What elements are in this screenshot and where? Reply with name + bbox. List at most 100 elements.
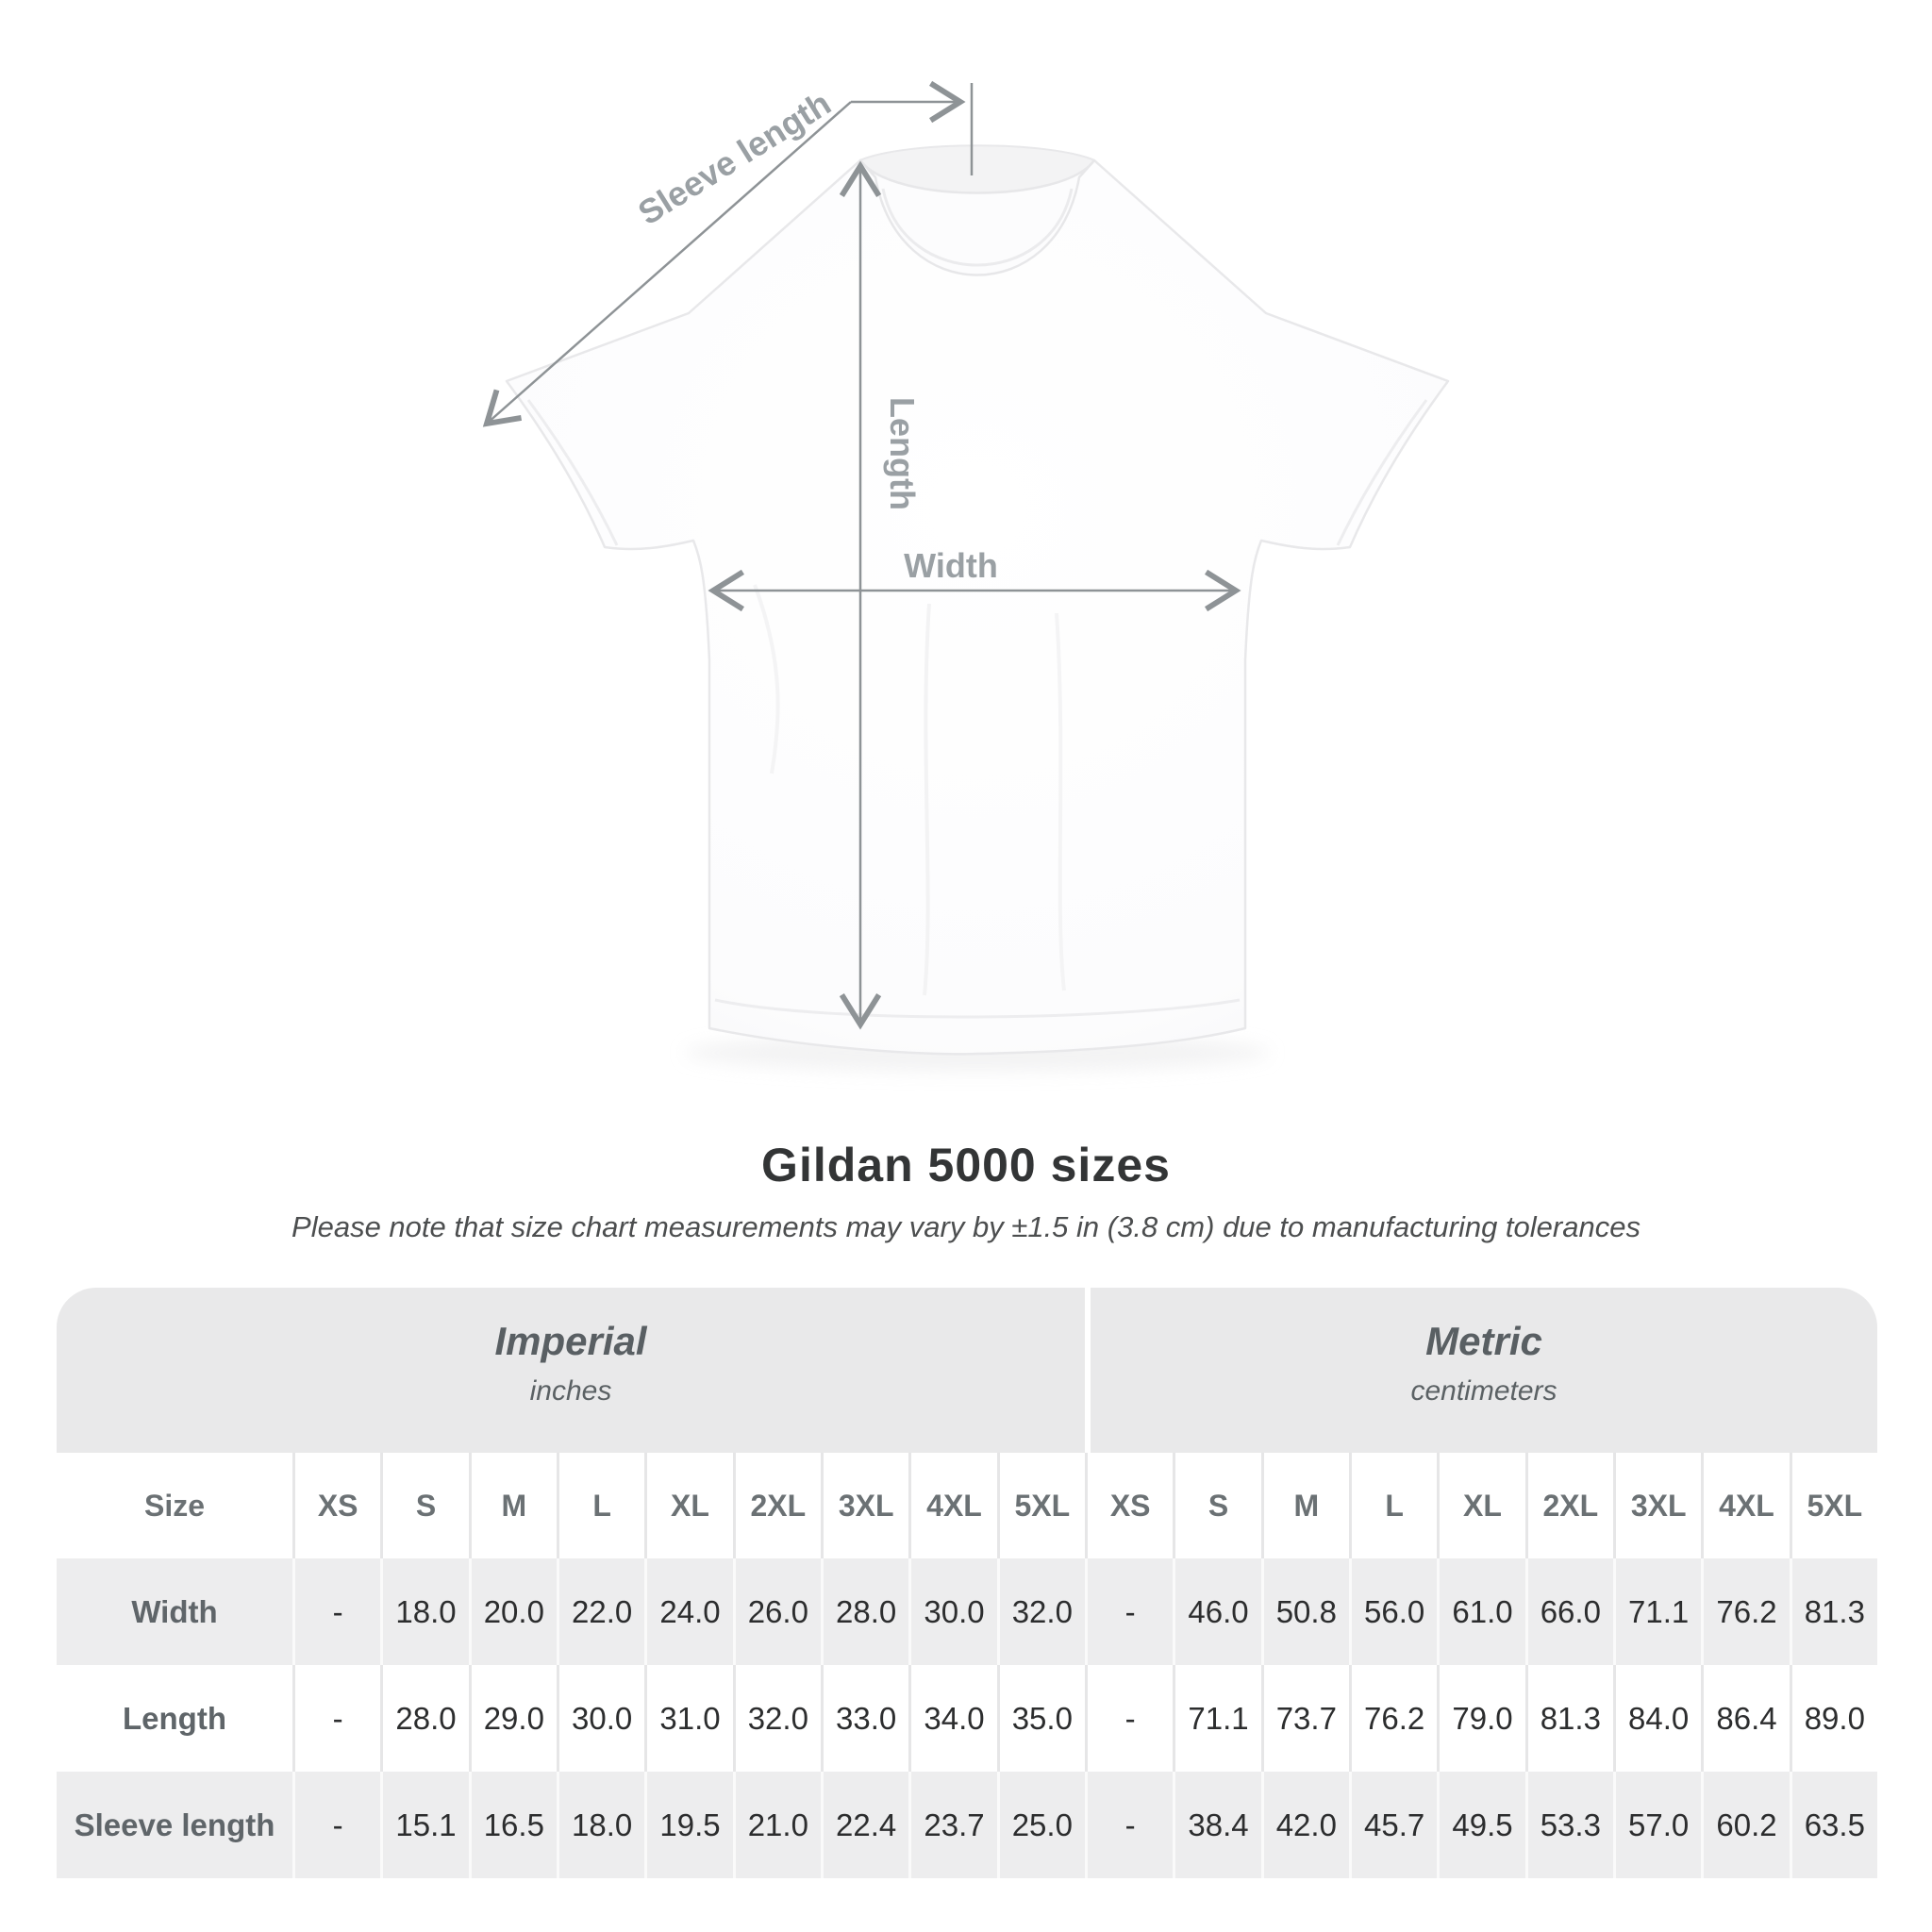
size-column-header: Size xyxy=(143,1488,206,1523)
imperial-title: Imperial xyxy=(494,1318,647,1363)
table-cell: 84.0 xyxy=(1613,1665,1701,1772)
table-cell: 50.8 xyxy=(1260,1558,1349,1665)
table-cell: 33.0 xyxy=(821,1665,908,1772)
table-cell: 49.5 xyxy=(1437,1772,1524,1878)
size-header: 3XL xyxy=(1613,1453,1701,1558)
metric-title: Metric xyxy=(1425,1318,1542,1363)
table-cell: 38.4 xyxy=(1173,1772,1260,1878)
table-cell: 71.1 xyxy=(1613,1558,1701,1665)
length-label: Length xyxy=(883,397,922,510)
table-cell: 61.0 xyxy=(1437,1558,1524,1665)
table-cell: 86.4 xyxy=(1701,1665,1789,1772)
size-header: 2XL xyxy=(1524,1453,1613,1558)
table-cell: 53.3 xyxy=(1524,1772,1613,1878)
table-cell: 79.0 xyxy=(1437,1665,1524,1772)
size-header: S xyxy=(380,1453,468,1558)
measurement-annotations xyxy=(482,80,1241,1030)
size-header: 5XL xyxy=(1789,1453,1877,1558)
table-cell: 23.7 xyxy=(908,1772,996,1878)
table-cell: 89.0 xyxy=(1789,1665,1877,1772)
table-cell: 32.0 xyxy=(996,1558,1085,1665)
table-row-sleeve-length: Sleeve length - 15.1 16.5 18.0 19.5 21.0… xyxy=(57,1772,1877,1878)
table-cell: 31.0 xyxy=(644,1665,732,1772)
size-header: 2XL xyxy=(732,1453,821,1558)
left-sleeve-stitch xyxy=(526,399,619,546)
imperial-header: Imperial inches xyxy=(57,1288,1085,1453)
table-cell: 57.0 xyxy=(1613,1772,1701,1878)
wrinkle xyxy=(753,584,780,774)
table-cell: 46.0 xyxy=(1173,1558,1260,1665)
width-label: Width xyxy=(904,546,998,585)
size-header: M xyxy=(468,1453,557,1558)
table-row-width: Width - 18.0 20.0 22.0 24.0 26.0 28.0 30… xyxy=(57,1558,1877,1665)
table-cell: - xyxy=(1085,1558,1173,1665)
table-cell: 28.0 xyxy=(380,1665,468,1772)
size-header: 4XL xyxy=(1701,1453,1789,1558)
metric-subtitle: centimeters xyxy=(1410,1374,1557,1407)
table-cell: 81.3 xyxy=(1789,1558,1877,1665)
table-cell: 25.0 xyxy=(996,1772,1085,1878)
table-cell: 63.5 xyxy=(1789,1772,1877,1878)
table-cell: - xyxy=(292,1772,380,1878)
wrinkle xyxy=(1055,612,1066,991)
table-cell: 16.5 xyxy=(468,1772,557,1878)
size-header: M xyxy=(1260,1453,1349,1558)
table-cell: 56.0 xyxy=(1349,1558,1437,1665)
table-cell: 21.0 xyxy=(732,1772,821,1878)
table-row-length: Length - 28.0 29.0 30.0 31.0 32.0 33.0 3… xyxy=(57,1665,1877,1772)
table-cell: 71.1 xyxy=(1173,1665,1260,1772)
size-header: S xyxy=(1173,1453,1260,1558)
right-sleeve-stitch xyxy=(1336,399,1428,546)
size-header: 5XL xyxy=(996,1453,1085,1558)
table-cell: - xyxy=(1085,1772,1173,1878)
table-cell: 19.5 xyxy=(644,1772,732,1878)
table-cell: 81.3 xyxy=(1524,1665,1613,1772)
sleeve-length-diagonal-line xyxy=(482,101,852,427)
size-header: L xyxy=(1349,1453,1437,1558)
row-label: Sleeve length xyxy=(74,1807,275,1842)
table-cell: 30.0 xyxy=(908,1558,996,1665)
table-cell: 29.0 xyxy=(468,1665,557,1772)
tolerance-note: Please note that size chart measurements… xyxy=(291,1210,1641,1243)
table-cell: 18.0 xyxy=(557,1772,644,1878)
size-header: L xyxy=(557,1453,644,1558)
table-cell: 73.7 xyxy=(1260,1665,1349,1772)
size-table: Imperial inches Metric centimeters Size … xyxy=(57,1288,1877,1878)
size-header: XL xyxy=(1437,1453,1524,1558)
size-header-row: Size XS S M L XL 2XL 3XL 4XL 5XL XS S M … xyxy=(57,1453,1877,1558)
table-cell: - xyxy=(292,1558,380,1665)
row-label: Length xyxy=(123,1700,226,1736)
table-cell: 22.0 xyxy=(557,1558,644,1665)
size-header: 3XL xyxy=(821,1453,908,1558)
table-cell: 42.0 xyxy=(1260,1772,1349,1878)
table-cell: 30.0 xyxy=(557,1665,644,1772)
table-cell: 26.0 xyxy=(732,1558,821,1665)
table-cell: 22.4 xyxy=(821,1772,908,1878)
row-label: Width xyxy=(131,1593,218,1629)
table-cell: 35.0 xyxy=(996,1665,1085,1772)
table-cell: - xyxy=(292,1665,380,1772)
table-cell: 24.0 xyxy=(644,1558,732,1665)
size-header: XS xyxy=(1085,1453,1173,1558)
wrinkle xyxy=(923,603,931,996)
size-header: 4XL xyxy=(908,1453,996,1558)
table-cell: 18.0 xyxy=(380,1558,468,1665)
table-cell: 32.0 xyxy=(732,1665,821,1772)
unit-header-row: Imperial inches Metric centimeters xyxy=(57,1288,1877,1453)
tshirt-diagram: Sleeve length Length Width xyxy=(482,80,1450,1072)
table-cell: 60.2 xyxy=(1701,1772,1789,1878)
imperial-subtitle: inches xyxy=(529,1374,612,1407)
table-cell: 76.2 xyxy=(1349,1665,1437,1772)
table-cell: - xyxy=(1085,1665,1173,1772)
page-title: Gildan 5000 sizes xyxy=(761,1139,1171,1191)
table-cell: 20.0 xyxy=(468,1558,557,1665)
table-cell: 34.0 xyxy=(908,1665,996,1772)
metric-header: Metric centimeters xyxy=(1091,1288,1877,1453)
table-cell: 76.2 xyxy=(1701,1558,1789,1665)
table-cell: 28.0 xyxy=(821,1558,908,1665)
size-header: XS xyxy=(292,1453,380,1558)
table-cell: 15.1 xyxy=(380,1772,468,1878)
table-cell: 45.7 xyxy=(1349,1772,1437,1878)
table-cell: 66.0 xyxy=(1524,1558,1613,1665)
